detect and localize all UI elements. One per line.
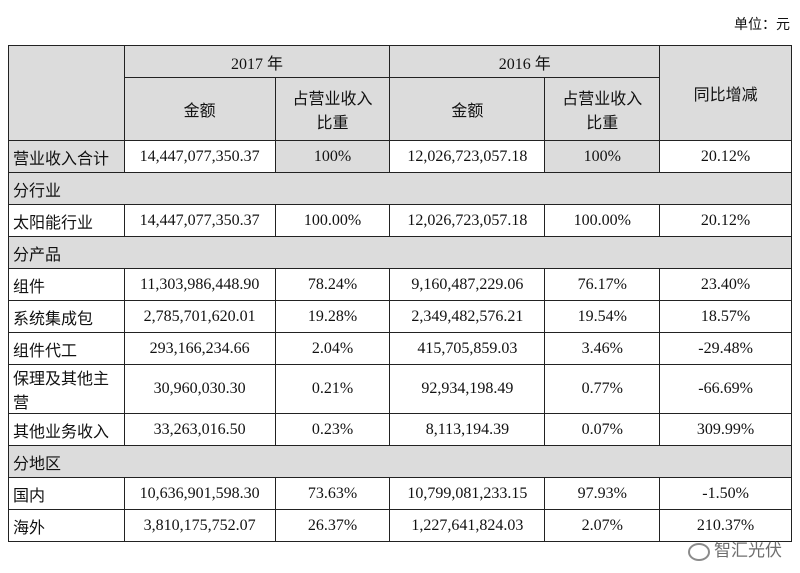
header-cell: 占营业收入 比重 bbox=[274, 77, 391, 141]
table-row: 保理及其他主营 30,960,030.30 0.21% 92,934,198.49 0.… bbox=[8, 364, 792, 414]
data-cell: 293,166,234.66 bbox=[123, 332, 276, 365]
data-cell: 26.37% bbox=[274, 509, 391, 542]
data-cell: 100.00% bbox=[544, 204, 661, 237]
data-cell: 12,026,723,057.18 bbox=[389, 140, 546, 173]
data-cell: 97.93% bbox=[544, 477, 661, 510]
data-cell: 2,785,701,620.01 bbox=[123, 300, 276, 333]
header-cell: 2017 年 bbox=[123, 45, 391, 78]
table-row: 其他业务收入 33,263,016.50 0.23% 8,113,194.39 0.07… bbox=[8, 413, 792, 446]
header-row: 金额 占营业收入比重 金额 占营业收入比重 bbox=[9, 77, 792, 141]
data-cell: 210.37% bbox=[659, 509, 792, 542]
table-row: 分产品 bbox=[8, 236, 792, 269]
data-cell: 415,705,859.03 bbox=[389, 332, 546, 365]
header-cell: 金额 bbox=[123, 77, 276, 141]
header-line: 比重 bbox=[586, 115, 619, 132]
row-label: 其他业务收入 bbox=[8, 413, 125, 446]
header-line: 比重 bbox=[316, 115, 349, 132]
data-cell: 76.17% bbox=[544, 268, 661, 301]
watermark-icon bbox=[688, 543, 710, 561]
data-cell: 0.23% bbox=[274, 413, 391, 446]
data-cell: 100.00% bbox=[274, 204, 391, 237]
data-cell: 11,303,986,448.90 bbox=[123, 268, 276, 301]
data-cell: 2.07% bbox=[544, 509, 661, 542]
corner-cell bbox=[8, 45, 125, 141]
data-cell: 2.04% bbox=[274, 332, 391, 365]
data-cell: 14,447,077,350.37 bbox=[123, 140, 276, 173]
table-row: 海外 3,810,175,752.07 26.37% 1,227,641,824.03… bbox=[8, 509, 792, 542]
data-cell: 1,227,641,824.03 bbox=[389, 509, 546, 542]
row-label: 国内 bbox=[8, 477, 125, 510]
unit-label: 单位：元 bbox=[734, 18, 790, 33]
data-cell: 14,447,077,350.37 bbox=[123, 204, 276, 237]
data-cell: 73.63% bbox=[274, 477, 391, 510]
table-row: 营业收入合计 14,447,077,350.37 100% 12,026,723,05… bbox=[8, 140, 792, 173]
data-cell: 33,263,016.50 bbox=[123, 413, 276, 446]
table-row: 分地区 bbox=[8, 445, 792, 478]
data-cell: 10,799,081,233.15 bbox=[389, 477, 546, 510]
data-cell: 100% bbox=[274, 140, 391, 173]
data-cell: 0.21% bbox=[274, 364, 391, 414]
data-cell: 10,636,901,598.30 bbox=[123, 477, 276, 510]
data-cell: 92,934,198.49 bbox=[389, 364, 546, 414]
header-row: 2017 年 2016 年 同比增减 bbox=[8, 45, 792, 141]
data-cell: 23.40% bbox=[659, 268, 792, 301]
data-cell: -66.69% bbox=[659, 364, 792, 414]
row-label: 分产品 bbox=[8, 236, 792, 269]
row-label: 保理及其他主营 bbox=[8, 364, 125, 414]
data-cell: 9,160,487,229.06 bbox=[389, 268, 546, 301]
data-cell: 18.57% bbox=[659, 300, 792, 333]
data-cell: 30,960,030.30 bbox=[123, 364, 276, 414]
watermark-text: 智汇光伏 bbox=[714, 540, 782, 560]
data-cell: 19.54% bbox=[544, 300, 661, 333]
data-cell: 20.12% bbox=[659, 140, 792, 173]
table-row: 分行业 bbox=[8, 172, 792, 205]
data-cell: 3,810,175,752.07 bbox=[123, 509, 276, 542]
header-cell: 占营业收入 比重 bbox=[544, 77, 661, 141]
table-row: 太阳能行业 14,447,077,350.37 100.00% 12,026,723,… bbox=[8, 204, 792, 237]
data-cell: -1.50% bbox=[659, 477, 792, 510]
data-cell: 78.24% bbox=[274, 268, 391, 301]
data-cell: 2,349,482,576.21 bbox=[389, 300, 546, 333]
data-cell: 8,113,194.39 bbox=[389, 413, 546, 446]
table-row: 国内 10,636,901,598.30 73.63% 10,799,081,233.… bbox=[8, 477, 792, 510]
header-line: 占营业收入 bbox=[562, 91, 643, 108]
row-label: 组件代工 bbox=[8, 332, 125, 365]
table-row: 组件 11,303,986,448.90 78.24% 9,160,487,229.0… bbox=[8, 268, 792, 301]
row-label: 组件 bbox=[8, 268, 125, 301]
row-label: 系统集成包 bbox=[8, 300, 125, 333]
row-label: 营业收入合计 bbox=[8, 140, 125, 173]
data-cell: 3.46% bbox=[544, 332, 661, 365]
data-cell: 0.07% bbox=[544, 413, 661, 446]
data-cell: 309.99% bbox=[659, 413, 792, 446]
data-cell: -29.48% bbox=[659, 332, 792, 365]
data-cell: 19.28% bbox=[274, 300, 391, 333]
header-cell: 同比增减 bbox=[659, 45, 792, 141]
row-label: 分行业 bbox=[8, 172, 792, 205]
data-cell: 12,026,723,057.18 bbox=[389, 204, 546, 237]
row-label: 太阳能行业 bbox=[8, 204, 125, 237]
header-line: 占营业收入 bbox=[292, 91, 373, 108]
header-cell: 金额 bbox=[389, 77, 546, 141]
data-cell: 100% bbox=[544, 140, 661, 173]
header-cell: 2016 年 bbox=[389, 45, 661, 78]
row-label: 海外 bbox=[8, 509, 125, 542]
data-cell: 20.12% bbox=[659, 204, 792, 237]
watermark: 智汇光伏 bbox=[688, 536, 782, 561]
table-body: 2017 年 2016 年 同比增减 金额 占营业收入比重 金额 占营业收入比重… bbox=[8, 45, 792, 542]
table-row: 组件代工 293,166,234.66 2.04% 415,705,859.03 3.4… bbox=[8, 332, 792, 365]
data-cell: 0.77% bbox=[544, 364, 661, 414]
row-label: 分地区 bbox=[8, 445, 792, 478]
table-row: 系统集成包 2,785,701,620.01 19.28% 2,349,482,576… bbox=[8, 300, 792, 333]
revenue-table: 2017 年 2016 年 同比增减 金额 占营业收入比重 金额 占营业收入比重… bbox=[8, 45, 792, 542]
